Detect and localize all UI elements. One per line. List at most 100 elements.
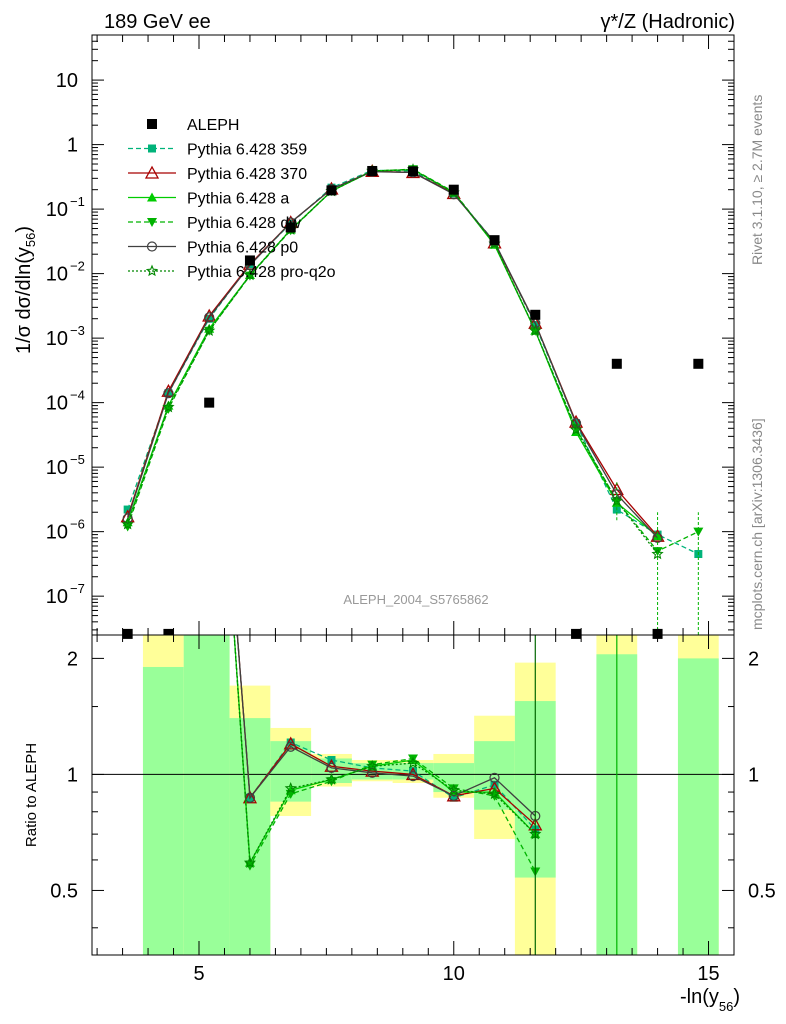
ratio-y-tick-label: 0.5 xyxy=(50,880,78,902)
main-y-tick-label: 10 xyxy=(46,586,68,608)
aleph-point xyxy=(611,358,622,369)
rivet-version-label: Rivet 3.1.10, ≥ 2.7M events xyxy=(749,95,765,265)
legend-label: Pythia 6.428 370 xyxy=(187,166,307,183)
legend-item: Pythia 6.428 p0 xyxy=(128,240,298,257)
series-point xyxy=(243,268,257,281)
main-y-tick-exponent: −2 xyxy=(70,259,85,274)
main-y-tick-exponent: −7 xyxy=(70,581,85,596)
series-point xyxy=(202,324,216,336)
band-green xyxy=(142,666,184,955)
series-point xyxy=(202,308,217,322)
uncertainty-bands xyxy=(142,635,719,955)
aleph-point xyxy=(204,397,215,408)
aleph-point xyxy=(367,165,378,176)
legend-marker xyxy=(147,218,157,227)
legend-marker xyxy=(147,119,157,129)
legend-item: ALEPH xyxy=(147,117,239,134)
main-y-axis-label: 1/σ dσ/dln(y56) xyxy=(13,226,38,354)
ratio-point xyxy=(407,771,419,782)
series-point xyxy=(652,531,663,541)
aleph-point xyxy=(489,235,500,246)
legend-marker xyxy=(145,264,159,277)
aleph-point xyxy=(122,628,133,639)
aleph-point xyxy=(448,184,459,195)
process-label: γ*/Z (Hadronic) xyxy=(601,11,735,33)
ratio-y-tick-label: 1 xyxy=(67,764,78,786)
ratio-point xyxy=(447,783,460,796)
ratio-y-axis-label: Ratio to ALEPH xyxy=(23,743,40,847)
ratio-point xyxy=(326,762,337,773)
legend-marker xyxy=(144,165,160,179)
aleph-data-points xyxy=(122,165,704,639)
ratio-series-group xyxy=(92,635,734,955)
main-y-tick-exponent: −6 xyxy=(70,517,85,532)
legend-item: Pythia 6.428 dw xyxy=(128,215,301,232)
main-y-tick-exponent: −4 xyxy=(70,388,85,403)
ratio-y-tick-label-right: 1 xyxy=(748,764,759,786)
series-line xyxy=(127,168,659,555)
aleph-point xyxy=(530,309,541,320)
aleph-point xyxy=(693,358,704,369)
x-tick-label: 15 xyxy=(697,963,719,985)
legend-item: Pythia 6.428 pro-q2o xyxy=(128,264,336,281)
legend-label: ALEPH xyxy=(187,117,239,134)
main-y-tick-label: 1 xyxy=(67,135,78,157)
legend-marker xyxy=(148,144,156,153)
ratio-panel: 2 2 1 1 0.5 0.5 5 10 15 xyxy=(50,634,776,985)
legend: ALEPH Pythia 6.428 359 Pythia 6.428 370 Pyt… xyxy=(128,117,336,281)
series-point xyxy=(529,324,542,336)
ratio-point xyxy=(243,856,257,868)
series-point xyxy=(162,400,175,413)
energy-label: 189 GeV ee xyxy=(104,11,211,33)
legend-label: Pythia 6.428 p0 xyxy=(187,240,298,257)
ratio-point xyxy=(325,773,338,785)
ratio-line xyxy=(233,635,536,865)
main-y-tick-exponent: −1 xyxy=(70,194,85,209)
main-y-tick-label: 10 xyxy=(46,393,68,415)
main-y-tick-exponent: −5 xyxy=(70,452,85,467)
x-axis-label: -ln(y56) xyxy=(680,986,740,1014)
aleph-point xyxy=(652,628,663,639)
x-tick-label: 10 xyxy=(443,963,465,985)
main-y-tick-exponent: −3 xyxy=(70,323,85,338)
series-point xyxy=(163,388,174,399)
ratio-point xyxy=(489,772,500,783)
ratio-point xyxy=(366,759,379,772)
ratio-point xyxy=(285,741,296,752)
series-line xyxy=(127,171,659,539)
main-y-tick-label: 10 xyxy=(46,264,68,286)
series-point xyxy=(244,271,255,281)
legend-label: Pythia 6.428 a xyxy=(187,191,289,208)
ratio-point xyxy=(367,760,378,770)
band-green xyxy=(183,635,230,955)
ratio-point xyxy=(448,790,459,801)
main-y-tick-label: 10 xyxy=(56,70,78,92)
main-y-tick-label: 10 xyxy=(46,457,68,479)
legend-marker xyxy=(146,241,158,252)
ratio-y-tick-label: 2 xyxy=(67,648,78,670)
series-point xyxy=(204,312,215,323)
band-green xyxy=(677,658,719,955)
band-green xyxy=(229,718,271,955)
legend-label: Pythia 6.428 359 xyxy=(187,142,307,159)
series-point xyxy=(651,547,664,560)
legend-item: Pythia 6.428 a xyxy=(128,191,289,208)
series-point xyxy=(569,423,583,435)
series-point xyxy=(161,383,176,397)
series-point xyxy=(650,528,665,542)
legend-label: Pythia 6.428 dw xyxy=(187,215,301,232)
mcplots-label: mcplots.cern.ch [arXiv:1306.3436] xyxy=(749,418,765,630)
aleph-point xyxy=(326,185,337,196)
legend-item: Pythia 6.428 359 xyxy=(128,142,307,159)
ratio-line xyxy=(236,635,536,817)
ratio-point xyxy=(284,781,297,794)
ratio-point xyxy=(488,787,501,800)
legend-marker xyxy=(147,192,157,202)
ratio-point xyxy=(405,767,421,781)
aleph-point xyxy=(285,222,296,233)
analysis-watermark: ALEPH_2004_S5765862 xyxy=(343,592,488,607)
main-y-tick-label: 10 xyxy=(46,199,68,221)
aleph-point xyxy=(244,255,255,266)
